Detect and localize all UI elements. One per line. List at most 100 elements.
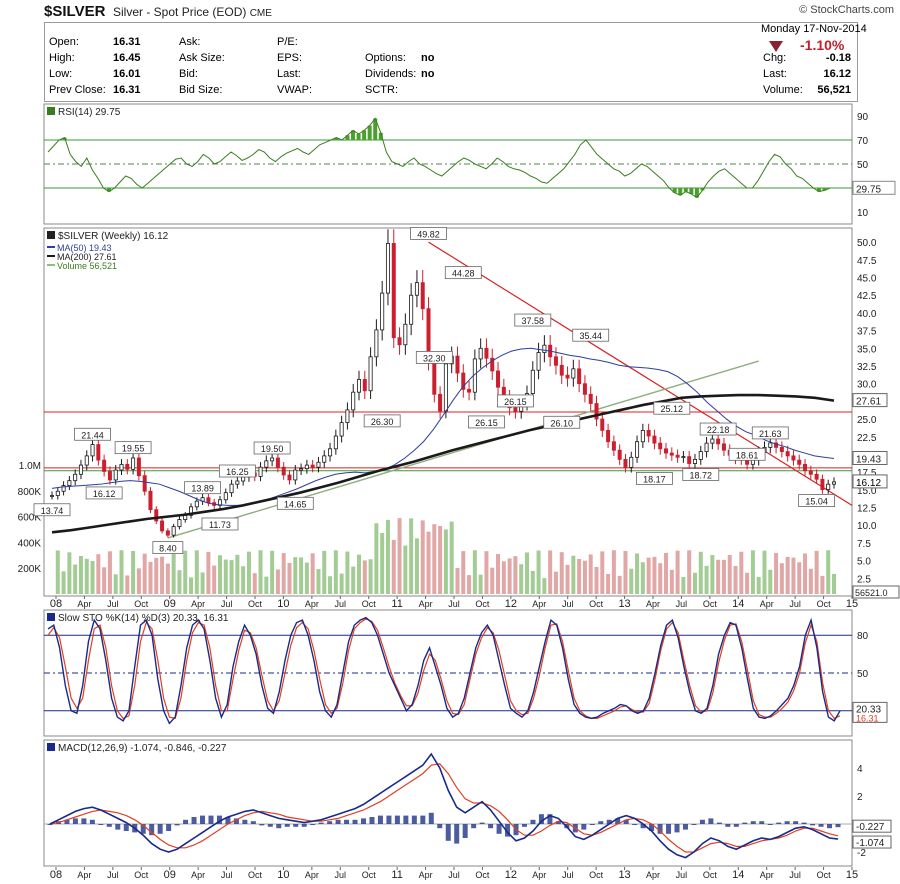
macd-histogram-bar xyxy=(649,824,655,831)
volume-bar xyxy=(478,574,483,594)
price-y-tick: 32.5 xyxy=(857,362,877,373)
price-candle xyxy=(160,520,165,532)
price-annotation-label: 11.73 xyxy=(209,520,231,530)
price-x-axis-tick: Apr xyxy=(419,599,433,609)
price-candle xyxy=(148,490,153,511)
volume-bar xyxy=(229,560,234,594)
volume-bar xyxy=(397,518,402,594)
price-annotation-box xyxy=(751,426,789,440)
price-candle xyxy=(496,370,501,388)
volume-bar xyxy=(768,569,773,594)
quote-value: no xyxy=(421,68,435,80)
volume-bar xyxy=(559,552,564,594)
price-x-axis-tick: Apr xyxy=(77,599,91,609)
macd-histogram-bar xyxy=(538,814,544,824)
price-x-axis-tick: Oct xyxy=(475,599,490,609)
macd-histogram-bar xyxy=(335,819,341,824)
macd-histogram-bar xyxy=(106,824,112,827)
volume-bar xyxy=(617,575,622,594)
macd-histogram-bar xyxy=(420,815,426,824)
percent-change: -1.10% xyxy=(800,37,845,53)
macd-x-axis-tick: 15 xyxy=(846,869,858,881)
price-candle xyxy=(484,347,489,359)
volume-bar xyxy=(293,557,298,594)
rsi-legend-swatch xyxy=(47,107,55,115)
price-candle xyxy=(339,422,344,437)
price-candle xyxy=(467,388,472,393)
volume-bar xyxy=(820,575,825,594)
price-candle xyxy=(461,372,466,390)
macd-x-axis-tick: 12 xyxy=(505,869,517,881)
volume-bar xyxy=(287,562,292,594)
price-y-tick: 50.0 xyxy=(857,238,877,249)
price-candle xyxy=(357,379,362,393)
price-annotation-box xyxy=(152,541,184,554)
rsi-last-label: 29.75 xyxy=(856,184,881,195)
price-candle xyxy=(414,282,419,296)
quote-value: 56,521 xyxy=(817,84,851,96)
price-annotation-box xyxy=(699,422,737,436)
macd-x-axis-tick: Apr xyxy=(760,870,774,880)
volume-bar xyxy=(733,565,738,594)
price-x-axis-tick: Jul xyxy=(448,599,460,609)
price-candle xyxy=(258,466,263,477)
credit-text: © StockCharts.com xyxy=(799,4,894,16)
volume-bar xyxy=(55,550,60,594)
volume-bar xyxy=(507,558,512,594)
volume-bar xyxy=(791,557,796,594)
price-candle xyxy=(397,337,402,346)
macd-histogram-bar xyxy=(530,819,536,824)
price-x-axis-tick: 12 xyxy=(505,598,517,610)
volume-bar xyxy=(148,561,153,594)
price-annotation-label: 26.15 xyxy=(475,418,498,428)
macd-histogram-bar xyxy=(640,824,646,829)
volume-bar xyxy=(496,554,501,594)
price-candle xyxy=(368,356,373,392)
volume-bar xyxy=(281,553,286,594)
down-arrow-icon xyxy=(769,41,783,52)
trendline-up xyxy=(167,360,759,539)
symbol-description: Silver - Spot Price (EOD) CME xyxy=(113,5,272,19)
quote-value: -0.18 xyxy=(825,52,851,64)
price-candle xyxy=(322,455,327,463)
price-candle xyxy=(142,475,147,492)
price-last-label: 16.12 xyxy=(856,478,881,489)
price-candle xyxy=(808,470,813,475)
price-last-label: 27.61 xyxy=(856,397,881,408)
chart-header: $SILVER Silver - Spot Price (EOD) CME © … xyxy=(0,0,900,22)
ma50-line xyxy=(51,347,835,506)
price-annotation-label: 18.72 xyxy=(690,471,713,481)
price-x-axis-tick: Jul xyxy=(562,599,574,609)
price-candle xyxy=(102,459,107,472)
volume-bar xyxy=(299,557,304,594)
price-candle xyxy=(443,363,448,412)
quote-value: no xyxy=(421,52,435,64)
macd-histogram-bar xyxy=(98,824,104,825)
macd-signal-line xyxy=(49,763,839,853)
price-candle xyxy=(565,374,570,379)
price-candle xyxy=(652,435,657,444)
price-annotation-label: 14.65 xyxy=(284,499,307,509)
sto-y-tick: 50 xyxy=(857,669,869,680)
volume-bar xyxy=(779,563,784,594)
price-annotation-box xyxy=(410,227,447,240)
macd-histogram-bar xyxy=(547,814,553,824)
price-title: $SILVER (Weekly) 16.12 xyxy=(58,231,169,242)
price-candle xyxy=(113,469,118,481)
volume-bar xyxy=(241,566,246,594)
macd-legend-swatch xyxy=(47,743,55,751)
volume-bar xyxy=(600,551,605,594)
volume-bar xyxy=(449,521,454,594)
price-annotation-box xyxy=(682,468,720,481)
price-candle xyxy=(217,499,222,506)
volume-bar xyxy=(484,551,489,594)
macd-histogram-bar xyxy=(140,824,146,834)
macd-x-axis-tick: Jul xyxy=(448,870,460,880)
price-annotation-label: 16.12 xyxy=(93,489,116,499)
volume-bar xyxy=(443,529,448,594)
volume-bar xyxy=(808,568,813,594)
quote-value: 16.01 xyxy=(113,68,141,80)
macd-histogram-bar xyxy=(259,824,265,826)
price-candle xyxy=(194,500,199,508)
macd-x-axis-tick: Oct xyxy=(589,870,604,880)
